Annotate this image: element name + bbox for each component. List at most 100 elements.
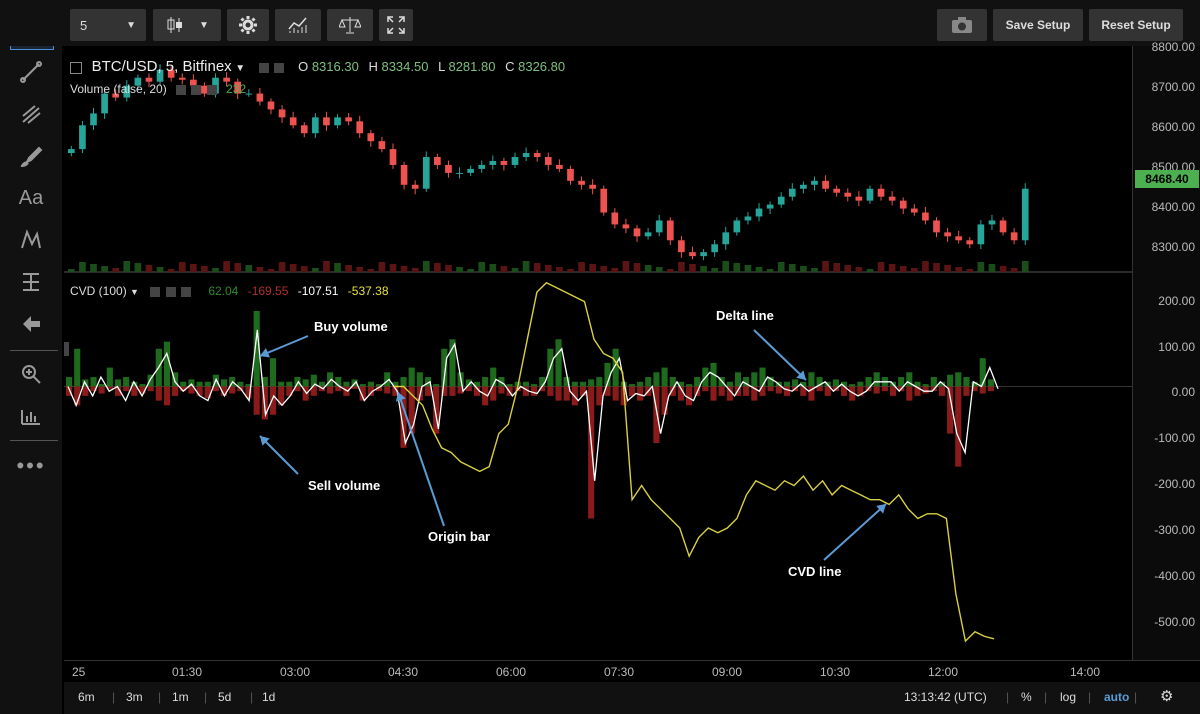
volume-bar [489,264,497,272]
auto-toggle[interactable]: auto [1104,690,1130,704]
screenshot-button[interactable] [937,9,987,41]
buy-volume-bar [490,367,497,387]
close-icon[interactable] [206,84,217,95]
sell-volume-bar [759,386,766,396]
chart-canvas [64,64,1132,643]
range-1d[interactable]: 1d [262,690,276,704]
gear-icon[interactable] [165,286,176,297]
buy-volume-bar [359,384,366,387]
volume-bar [955,267,963,272]
volume-bar [300,266,308,272]
buy-volume-bar [522,381,529,387]
candlestick-icon [167,17,183,33]
volume-bar [977,262,985,272]
collapse-icon[interactable] [70,61,82,74]
volume-bar [467,269,474,272]
annotation-cvd-line: CVD line [788,564,842,579]
cvd-label[interactable]: CVD (100) [70,284,127,298]
candle-body [378,141,386,150]
buy-volume-bar [343,381,350,387]
reset-setup-button[interactable]: Reset Setup [1089,9,1183,41]
range-6m[interactable]: 6m [78,690,95,704]
panel-toggle[interactable] [64,342,69,356]
camera-icon [952,17,972,33]
measure-tool[interactable] [10,264,52,300]
sell-volume-bar [221,386,228,396]
range-5d[interactable]: 5d [218,690,232,704]
volume-bar [234,263,242,272]
volume-label[interactable]: Volume (false, 20) [70,82,167,96]
volume-bar [733,263,741,272]
sell-volume-bar [66,386,73,396]
buy-volume-bar [604,362,611,387]
volume-bar [478,262,486,272]
back-tool[interactable] [10,306,52,342]
volume-bar [411,268,419,272]
trendline-tool[interactable] [10,54,52,90]
candle-body [79,125,86,150]
gear-icon[interactable] [274,62,285,73]
buy-volume-arrow [259,335,309,357]
fullscreen-button[interactable] [379,9,413,41]
range-3m[interactable]: 3m [126,690,143,704]
chart-plot-area[interactable]: BTC/USD, 5, Bitfinex ▼ O 8316.30 H 8334.… [64,46,1132,660]
settings-button[interactable] [227,9,269,41]
sell-volume-bar [310,386,317,396]
save-setup-button[interactable]: Save Setup [993,9,1083,41]
fork-tool[interactable] [10,96,52,132]
measure-icon [23,273,39,291]
range-1m[interactable]: 1m [172,690,189,704]
gear-icon[interactable] [150,286,161,297]
buy-volume-bar [571,381,578,387]
chevron-down-icon[interactable]: ▼ [235,63,246,74]
indicators-button[interactable] [275,9,321,41]
close-icon[interactable] [180,286,191,297]
symbol-label[interactable]: BTC/USD, 5, Bitfinex [91,58,232,75]
buy-volume-bar [114,379,122,387]
buy-volume-bar [441,348,448,387]
divider: | [204,690,208,704]
sell-volume-bar [114,386,122,396]
buy-volume-bar [800,381,807,387]
log-toggle[interactable]: log [1060,690,1077,704]
compare-button[interactable] [327,9,373,41]
brush-tool[interactable] [10,138,52,174]
candle-body [256,93,264,102]
gear-icon[interactable] [176,84,187,95]
price-tick: 8300.00 [1151,240,1195,254]
candle-body [910,208,918,213]
sell-volume-bar [400,386,407,448]
buy-volume-bar [669,377,676,387]
zoom-tool[interactable] [10,356,52,392]
price-axis[interactable]: 8800.00 8700.00 8600.00 8500.00 8400.00 … [1132,40,1200,660]
sell-volume-bar [841,386,848,396]
gear-icon[interactable]: ⚙ [1160,688,1174,705]
buy-volume-bar [433,384,440,387]
ruler-tool[interactable] [10,398,52,434]
buy-volume-bar [327,372,334,387]
sell-volume-bar [106,386,113,389]
volume-bar [666,269,674,272]
gear-icon[interactable] [191,84,202,95]
volume-bar [678,262,685,272]
pattern-tool[interactable] [10,222,52,258]
cvd-tick: -500.00 [1154,615,1195,629]
chart-type-select[interactable]: ▼ [153,9,221,41]
chevron-down-icon[interactable]: ▼ [130,287,139,297]
interval-select[interactable]: 5 ▼ [70,9,146,41]
sell-volume-bar [343,386,350,396]
candle-body [600,188,608,213]
brush-icon [20,146,43,168]
gear-icon[interactable] [258,62,269,73]
candle-body [833,188,840,193]
sell-volume-bar [922,386,929,394]
percent-toggle[interactable]: % [1021,690,1032,704]
buy-volume-bar [588,379,595,387]
text-tool[interactable]: Aa [10,180,52,216]
time-axis[interactable]: 25 01:30 03:00 04:30 06:00 07:30 09:00 1… [64,660,1200,683]
sell-volume-bar [881,386,888,392]
more-tools[interactable]: ••• [10,448,52,484]
volume-bar [278,262,286,272]
volume-bar [722,261,730,272]
candle-body [245,93,253,95]
